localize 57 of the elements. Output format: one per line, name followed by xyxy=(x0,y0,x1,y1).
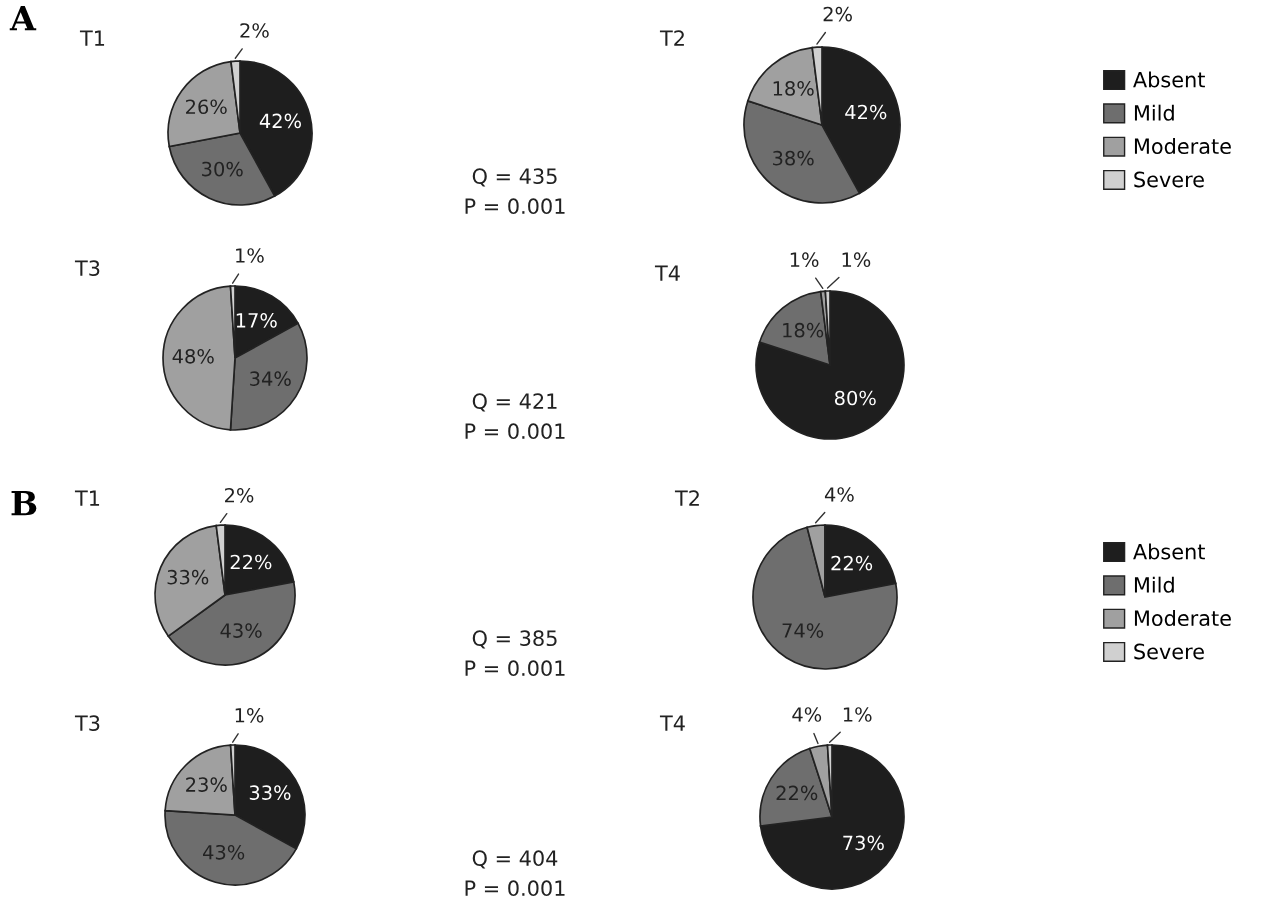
text: A xyxy=(9,6,37,31)
data-label: 48% xyxy=(172,348,214,364)
text: Q = 404 xyxy=(472,850,558,869)
data-label: 80% xyxy=(834,390,876,406)
data-label: 22% xyxy=(230,554,272,570)
data-label: 17% xyxy=(236,312,277,328)
data-label: 33% xyxy=(167,569,209,585)
data-label: 22% xyxy=(831,555,873,571)
legend-label: Absent xyxy=(1133,543,1205,560)
text: Q = 385 xyxy=(472,630,557,649)
chart-title: T2 xyxy=(674,490,699,506)
text: P = 0.001 xyxy=(465,423,565,440)
data-label: 1% xyxy=(843,707,872,722)
chart-title: T3 xyxy=(74,715,100,732)
chart-title: T1 xyxy=(74,490,100,506)
chart-title: T1 xyxy=(79,30,105,46)
text: T2 xyxy=(659,30,684,46)
text: T4 xyxy=(654,265,680,281)
data-label: 2% xyxy=(240,23,269,38)
data-label: 42% xyxy=(845,104,887,120)
text: P = 0.001 xyxy=(465,198,565,215)
data-label: 18% xyxy=(773,81,814,96)
data-label: 33% xyxy=(249,785,291,800)
data-label: 38% xyxy=(773,150,814,166)
data-label: 26% xyxy=(186,99,227,115)
data-label: 4% xyxy=(792,707,822,722)
data-label: 43% xyxy=(220,623,262,638)
data-label: 4% xyxy=(824,487,854,502)
legend-label: Moderate xyxy=(1134,137,1231,155)
text: P = 0.001 xyxy=(465,660,565,677)
legend-label: Mild xyxy=(1134,576,1174,593)
data-label: 1% xyxy=(236,248,264,263)
data-label: 30% xyxy=(202,161,243,177)
legend-label: Severe xyxy=(1134,643,1204,660)
data-label: 18% xyxy=(783,322,824,338)
data-label: 2% xyxy=(225,487,254,503)
legend-label: Mild xyxy=(1134,104,1174,121)
data-label: 1% xyxy=(790,252,819,268)
legend-label: Absent xyxy=(1133,71,1205,88)
text: B xyxy=(11,491,37,516)
text: Q = 421 xyxy=(472,393,557,412)
chart-title: T4 xyxy=(659,715,685,731)
data-label: 1% xyxy=(842,252,871,268)
data-label: 74% xyxy=(782,623,824,638)
text: Q = 435 xyxy=(472,168,557,187)
data-label: 22% xyxy=(776,785,818,801)
legend-label: Moderate xyxy=(1134,609,1231,627)
data-label: 1% xyxy=(235,707,264,723)
data-label: 23% xyxy=(186,777,227,792)
legend-label: Severe xyxy=(1134,171,1204,188)
data-label: 34% xyxy=(250,371,291,387)
data-label: 42% xyxy=(259,113,301,129)
chart-title: T3 xyxy=(74,260,100,277)
text: P = 0.001 xyxy=(465,880,565,897)
data-label: 73% xyxy=(843,835,884,851)
data-label: 2% xyxy=(823,6,852,22)
data-label: 43% xyxy=(203,844,245,860)
